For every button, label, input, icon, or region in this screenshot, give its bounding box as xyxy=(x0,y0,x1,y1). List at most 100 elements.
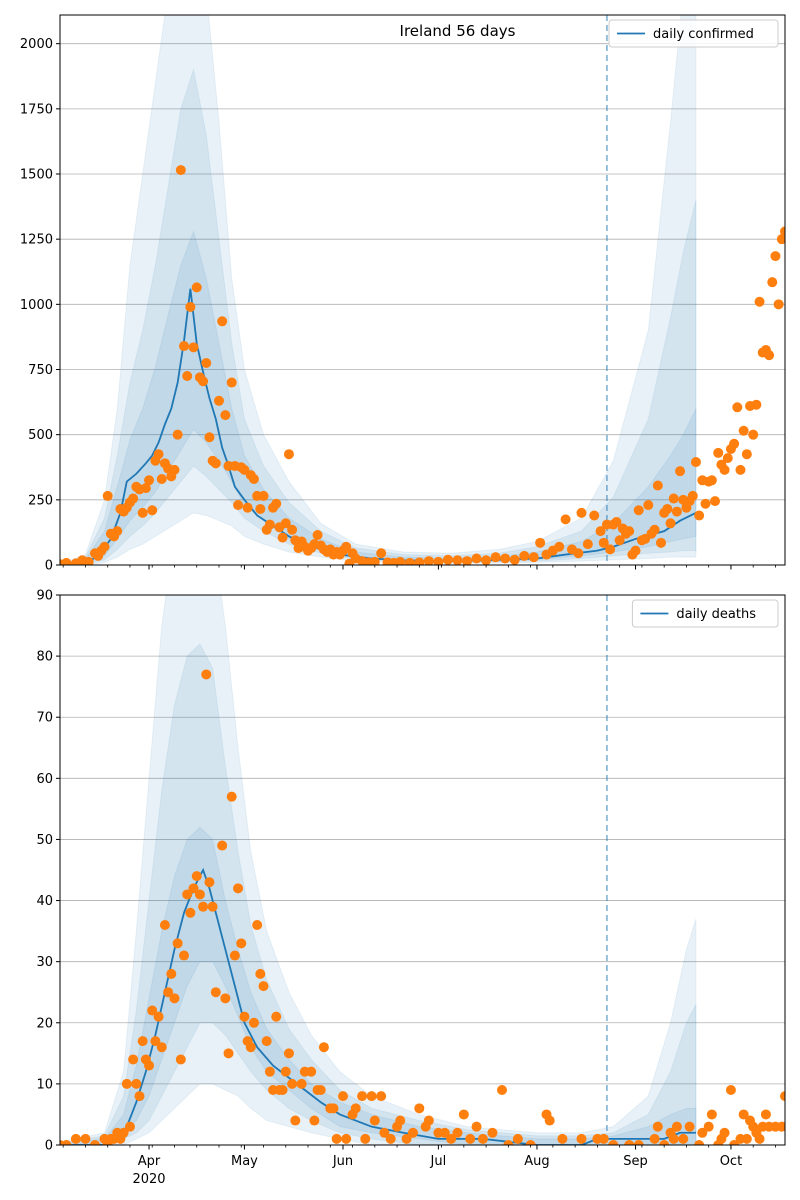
data-point xyxy=(706,475,717,486)
data-point xyxy=(264,1066,275,1077)
data-point xyxy=(710,496,721,507)
data-point xyxy=(490,552,501,563)
chart-panel-2: 0 10 20 30 40 50 60 70 80 90 Apr 2020 May Jun Jul Aug Se… xyxy=(36,589,786,1187)
y-tick-label: 2000 xyxy=(20,37,53,52)
data-point xyxy=(277,1085,288,1095)
data-point xyxy=(452,555,463,565)
data-point xyxy=(395,556,406,565)
data-point xyxy=(271,498,282,509)
data-point xyxy=(147,505,158,516)
data-point xyxy=(780,226,785,237)
y-tick-label: 250 xyxy=(28,493,53,508)
data-point xyxy=(156,1042,167,1053)
data-point xyxy=(649,524,660,535)
data-point xyxy=(780,1091,785,1102)
data-point xyxy=(350,1103,361,1114)
data-point xyxy=(512,1133,523,1144)
data-point xyxy=(312,530,323,541)
data-point xyxy=(729,438,740,449)
data-point xyxy=(557,1133,568,1144)
data-point xyxy=(131,1078,142,1089)
data-point xyxy=(528,552,539,563)
data-point xyxy=(652,1121,663,1132)
data-point xyxy=(239,1011,250,1022)
data-point xyxy=(99,541,110,552)
y-tick-label: 1000 xyxy=(20,298,53,313)
data-point xyxy=(589,510,600,521)
data-point xyxy=(703,1121,714,1132)
data-point xyxy=(668,1133,679,1144)
data-point xyxy=(376,548,387,559)
data-point xyxy=(544,1115,555,1126)
data-point xyxy=(223,1048,234,1059)
data-point xyxy=(185,907,196,918)
data-point xyxy=(204,432,215,443)
data-point xyxy=(296,1078,307,1089)
y-tick-label: 0 xyxy=(45,559,53,574)
y-tick-label: 10 xyxy=(36,1077,53,1092)
data-point xyxy=(118,1127,129,1138)
data-point xyxy=(732,402,743,413)
data-point xyxy=(662,503,673,514)
data-point xyxy=(147,1005,158,1016)
data-point xyxy=(671,506,682,517)
y-tick-label: 1250 xyxy=(20,233,53,248)
data-point xyxy=(258,981,269,992)
data-point xyxy=(776,234,785,245)
uncertainty-band xyxy=(60,643,697,1145)
data-point xyxy=(229,950,240,961)
data-point xyxy=(414,1103,425,1114)
data-point xyxy=(741,1133,752,1144)
data-point xyxy=(341,541,352,552)
data-point xyxy=(471,553,482,564)
data-point xyxy=(598,537,609,548)
data-point xyxy=(700,498,711,509)
data-point xyxy=(773,299,784,310)
data-point xyxy=(458,1109,469,1120)
y-tick-label: 500 xyxy=(28,428,53,443)
data-point xyxy=(360,1133,371,1144)
y-tick-label: 0 xyxy=(45,1139,53,1154)
data-point xyxy=(220,410,231,421)
data-point xyxy=(643,500,654,511)
data-point xyxy=(659,1140,670,1145)
data-point xyxy=(611,516,622,527)
data-point xyxy=(124,1121,135,1132)
series-line xyxy=(60,288,697,565)
data-point xyxy=(719,464,730,475)
data-point xyxy=(338,1091,349,1102)
data-point xyxy=(404,557,415,565)
data-point xyxy=(248,473,259,484)
uncertainty-band xyxy=(60,15,697,565)
data-point xyxy=(280,1066,291,1077)
data-point xyxy=(668,493,679,504)
data-point xyxy=(433,556,444,565)
data-point xyxy=(89,1140,100,1145)
data-point xyxy=(242,502,253,513)
data-point xyxy=(722,453,733,464)
data-point xyxy=(226,377,237,388)
data-point xyxy=(217,316,228,327)
x-tick-label: Sep xyxy=(623,1154,648,1169)
x-tick-label: Jul xyxy=(430,1154,447,1169)
data-point xyxy=(248,1017,259,1028)
data-point xyxy=(462,556,473,565)
x-tick-label: May xyxy=(231,1154,258,1169)
data-point xyxy=(624,526,635,537)
data-point xyxy=(576,507,587,518)
data-point xyxy=(198,376,209,387)
data-point xyxy=(102,490,113,501)
data-point xyxy=(134,1091,145,1102)
data-point xyxy=(207,901,218,912)
data-point xyxy=(163,987,174,998)
data-point xyxy=(487,1127,498,1138)
data-point xyxy=(233,883,244,894)
data-point xyxy=(179,950,190,961)
data-point xyxy=(446,1133,457,1144)
data-point xyxy=(481,555,492,565)
plot-area xyxy=(60,15,785,565)
data-point xyxy=(185,301,196,312)
y-tick-label: 90 xyxy=(36,589,53,604)
y-tick-label: 50 xyxy=(36,833,53,848)
data-point xyxy=(315,1085,326,1095)
